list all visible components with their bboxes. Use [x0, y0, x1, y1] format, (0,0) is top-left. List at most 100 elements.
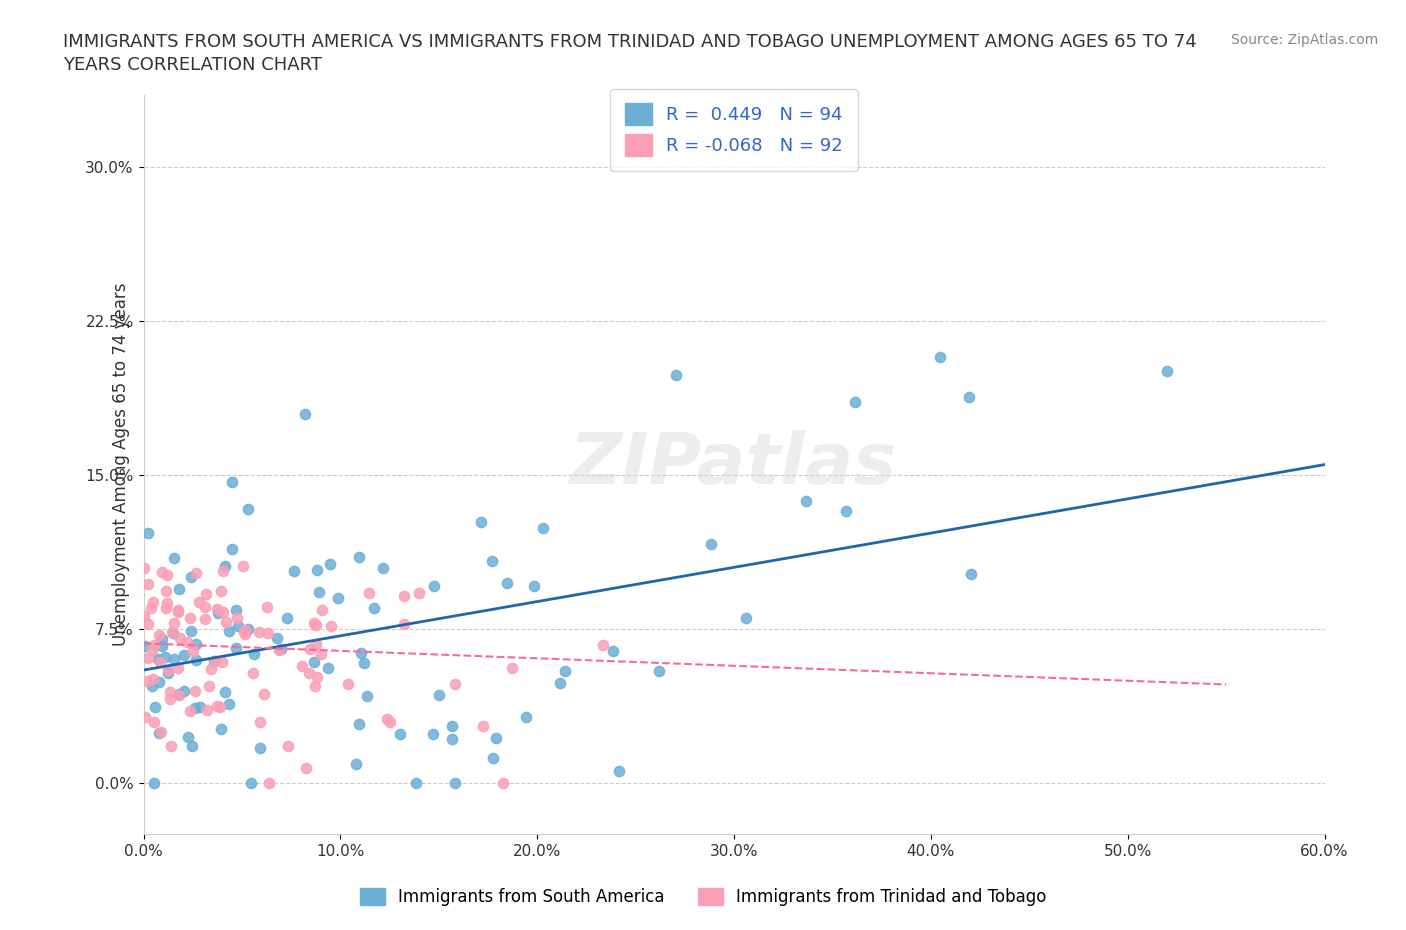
Point	[238, 621, 260, 636]
Point	[305, 618, 328, 632]
Point	[169, 581, 191, 596]
Point	[257, 776, 280, 790]
Point	[485, 731, 508, 746]
Point	[214, 684, 236, 699]
Point	[202, 654, 225, 669]
Point	[184, 653, 207, 668]
Legend: R =  0.449   N = 94, R = -0.068   N = 92: R = 0.449 N = 94, R = -0.068 N = 92	[610, 89, 858, 171]
Point	[228, 619, 250, 634]
Point	[142, 638, 165, 653]
Point	[225, 603, 247, 618]
Point	[257, 626, 280, 641]
Point	[157, 662, 180, 677]
Point	[423, 579, 446, 594]
Point	[1156, 364, 1178, 379]
Point	[392, 589, 415, 604]
Point	[141, 643, 163, 658]
Point	[150, 632, 173, 647]
Point	[218, 624, 240, 639]
Point	[326, 591, 349, 605]
Point	[226, 611, 249, 626]
Point	[554, 664, 576, 679]
Point	[148, 726, 170, 741]
Point	[143, 714, 166, 729]
Point	[356, 689, 378, 704]
Point	[928, 350, 950, 365]
Point	[501, 661, 523, 676]
Point	[138, 525, 160, 540]
Point	[305, 670, 328, 684]
Point	[156, 665, 179, 680]
Point	[155, 584, 177, 599]
Point	[276, 610, 298, 625]
Point	[266, 631, 288, 645]
Point	[835, 503, 858, 518]
Point	[149, 724, 172, 739]
Point	[311, 603, 333, 618]
Point	[347, 549, 370, 564]
Y-axis label: Unemployment Among Ages 65 to 74 years: Unemployment Among Ages 65 to 74 years	[111, 283, 129, 646]
Point	[794, 493, 817, 508]
Point	[491, 776, 513, 790]
Point	[143, 776, 166, 790]
Point	[267, 642, 290, 657]
Point	[180, 624, 202, 639]
Point	[283, 564, 305, 578]
Point	[304, 679, 326, 694]
Point	[440, 731, 463, 746]
Point	[523, 578, 546, 593]
Point	[422, 726, 444, 741]
Point	[375, 711, 398, 726]
Point	[242, 666, 264, 681]
Point	[184, 636, 207, 651]
Point	[159, 692, 181, 707]
Point	[309, 646, 332, 661]
Point	[408, 586, 430, 601]
Point	[699, 536, 721, 551]
Point	[188, 699, 211, 714]
Text: ZIPatlas: ZIPatlas	[571, 430, 898, 499]
Point	[200, 661, 222, 676]
Point	[180, 738, 202, 753]
Point	[295, 761, 318, 776]
Point	[141, 679, 163, 694]
Point	[305, 637, 328, 652]
Point	[181, 644, 204, 658]
Point	[515, 710, 537, 724]
Point	[470, 515, 492, 530]
Point	[243, 646, 266, 661]
Point	[184, 684, 207, 698]
Point	[134, 560, 156, 575]
Point	[166, 660, 188, 675]
Point	[389, 726, 412, 741]
Point	[169, 631, 191, 645]
Point	[160, 739, 183, 754]
Point	[302, 655, 325, 670]
Point	[205, 698, 228, 713]
Point	[344, 757, 367, 772]
Point	[444, 677, 467, 692]
Point	[236, 501, 259, 516]
Point	[550, 675, 572, 690]
Point	[235, 627, 257, 642]
Point	[664, 367, 686, 382]
Point	[495, 576, 517, 591]
Point	[247, 624, 270, 639]
Point	[143, 699, 166, 714]
Point	[163, 616, 186, 631]
Point	[378, 714, 401, 729]
Point	[209, 722, 232, 737]
Text: IMMIGRANTS FROM SOUTH AMERICA VS IMMIGRANTS FROM TRINIDAD AND TOBAGO UNEMPLOYMEN: IMMIGRANTS FROM SOUTH AMERICA VS IMMIGRA…	[63, 33, 1197, 74]
Point	[156, 595, 179, 610]
Point	[179, 611, 201, 626]
Point	[373, 560, 395, 575]
Point	[299, 642, 322, 657]
Point	[602, 644, 624, 658]
Point	[212, 604, 235, 619]
Point	[142, 671, 165, 686]
Point	[207, 605, 229, 620]
Point	[214, 559, 236, 574]
Legend: Immigrants from South America, Immigrants from Trinidad and Tobago: Immigrants from South America, Immigrant…	[353, 881, 1053, 912]
Point	[607, 764, 630, 778]
Point	[150, 565, 173, 579]
